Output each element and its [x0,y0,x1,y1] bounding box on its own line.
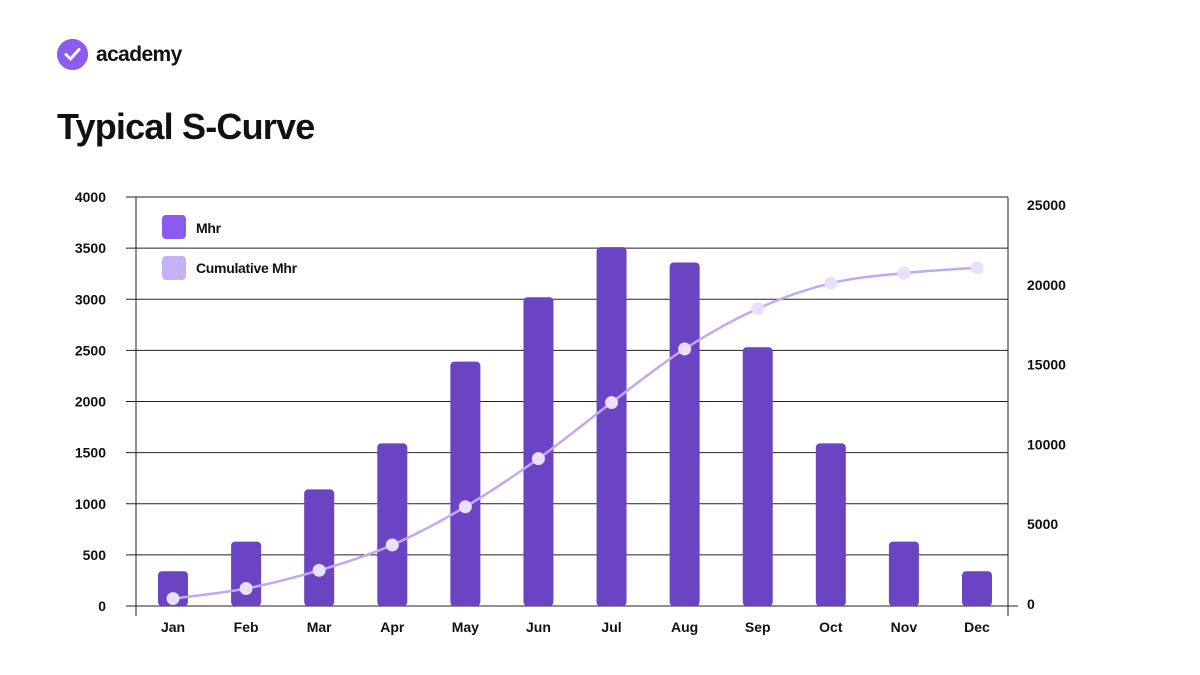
legend-swatch-mhr [162,215,186,239]
y-axis-tick-label: 1000 [75,496,106,512]
x-axis-tick-label: Aug [671,619,698,635]
cumulative-mhr-point [678,342,692,356]
cumulative-mhr-point [824,276,838,290]
x-axis-tick-label: Jan [161,619,185,635]
y2-axis-tick-label: 5000 [1027,516,1058,532]
bar-mhr [742,347,773,606]
y-axis-tick-label: 3000 [75,291,106,307]
y2-axis-tick-label: 0 [1027,596,1035,612]
y-axis-tick-label: 2000 [75,394,106,410]
x-axis-tick-label: Sep [745,619,771,635]
y-axis-tick-label: 0 [98,598,106,614]
cumulative-mhr-point [897,266,911,280]
y-axis-tick-label: 3500 [75,240,106,256]
cumulative-mhr-line [172,266,978,600]
bar-mhr [669,262,700,606]
x-axis-tick-label: Apr [380,619,405,635]
cumulative-mhr-point [605,396,619,410]
x-axis-tick-label: Oct [819,619,843,635]
page-title: Typical S-Curve [57,106,315,147]
y-axis-tick-label: 1500 [75,445,106,461]
y2-axis-tick-label: 20000 [1027,277,1066,293]
legend-swatch-cumulative-mhr [162,256,186,280]
brand-name: academy [96,42,182,66]
bar-mhr [304,489,335,606]
legend-label-mhr: Mhr [196,220,222,236]
y2-axis-tick-label: 10000 [1027,436,1066,452]
bar-mhr [450,361,481,606]
x-axis-tick-label: Nov [891,619,918,635]
cumulative-mhr-point [751,302,765,316]
y2-axis-tick-label: 25000 [1027,197,1066,213]
y2-axis-tick-label: 15000 [1027,357,1066,373]
x-axis-tick-label: Mar [307,619,332,635]
bar-mhr [596,247,627,607]
bar-mhr [962,571,992,606]
cumulative-mhr-point [166,592,180,606]
bar-mhr [815,443,846,606]
bar-mhr [231,541,262,606]
cumulative-mhr-point [385,538,399,552]
cumulative-mhr-point [458,500,472,514]
cumulative-mhr-point [312,563,326,577]
y-axis-tick-label: 2500 [75,342,106,358]
cumulative-mhr-point [239,582,253,596]
bar-mhr [888,541,919,606]
x-axis-tick-label: Jul [601,619,621,635]
checkmark-circle-icon [57,39,88,70]
legend-label-cumulative-mhr: Cumulative Mhr [196,260,298,276]
x-axis-tick-label: May [452,619,479,635]
brand: academy [57,39,182,70]
cumulative-mhr-point [531,452,545,466]
y-axis-tick-label: 500 [83,547,107,563]
y-axis-tick-label: 4000 [75,189,106,205]
x-axis-tick-label: Feb [234,619,259,635]
x-axis-tick-label: Dec [964,619,990,635]
cumulative-mhr-point [970,261,984,275]
x-axis-tick-label: Jun [526,619,551,635]
bar-mhr [377,443,408,606]
bar-mhr [523,297,554,606]
